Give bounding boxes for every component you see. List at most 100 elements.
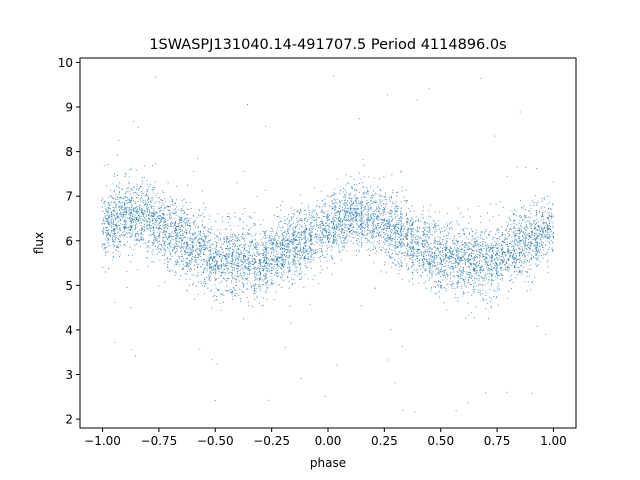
data-point	[429, 262, 431, 265]
data-point	[180, 275, 182, 277]
data-point	[147, 201, 149, 203]
data-point	[222, 248, 224, 250]
data-point	[536, 252, 538, 254]
data-point	[290, 269, 292, 271]
data-point	[415, 219, 417, 222]
data-point	[361, 225, 363, 227]
data-point	[223, 263, 225, 265]
data-point	[154, 76, 156, 78]
data-point	[371, 233, 373, 235]
data-point	[469, 277, 471, 279]
data-point	[348, 207, 350, 209]
data-point	[331, 220, 334, 222]
data-point	[315, 222, 317, 224]
data-point	[479, 283, 481, 285]
data-point	[252, 244, 255, 246]
data-point	[305, 255, 307, 257]
data-point	[172, 246, 174, 248]
data-point	[197, 258, 199, 260]
data-point	[135, 239, 137, 241]
data-point	[325, 234, 327, 236]
data-point	[383, 210, 385, 212]
data-point	[220, 260, 222, 262]
data-point	[512, 232, 514, 234]
data-point	[191, 241, 193, 243]
data-point	[223, 271, 225, 273]
data-point	[443, 275, 445, 277]
data-point	[241, 260, 243, 262]
data-point	[206, 270, 208, 272]
data-point	[262, 253, 264, 255]
data-point	[408, 245, 411, 247]
data-point	[279, 220, 281, 222]
data-point	[337, 246, 340, 248]
data-point	[412, 230, 414, 233]
data-point	[190, 253, 192, 255]
data-point	[256, 279, 258, 281]
data-point	[535, 254, 537, 256]
data-point	[227, 238, 229, 240]
data-point	[304, 236, 306, 238]
data-point	[457, 223, 459, 225]
data-point	[552, 222, 554, 224]
data-point	[299, 253, 301, 255]
data-point	[343, 196, 345, 198]
data-point	[374, 246, 376, 248]
data-point	[202, 235, 204, 237]
data-point	[464, 276, 467, 278]
data-point	[167, 209, 169, 211]
data-point	[140, 195, 142, 197]
data-point	[131, 201, 133, 203]
data-point	[176, 251, 178, 253]
data-point	[473, 244, 475, 246]
data-point	[132, 230, 134, 232]
data-point	[294, 274, 296, 276]
data-point	[414, 220, 416, 222]
data-point	[457, 256, 459, 258]
data-point	[369, 207, 371, 209]
data-point	[136, 206, 138, 208]
data-point	[534, 220, 536, 222]
data-point	[428, 254, 430, 257]
data-point	[280, 248, 282, 250]
data-point	[433, 286, 435, 288]
data-point	[495, 203, 497, 205]
data-point	[423, 261, 425, 263]
data-point	[297, 260, 299, 262]
data-point	[208, 228, 210, 230]
data-point	[192, 283, 194, 285]
data-point	[322, 205, 324, 208]
data-point	[255, 261, 257, 264]
data-point	[310, 256, 312, 258]
data-point	[387, 234, 389, 236]
data-point	[373, 233, 375, 235]
data-point	[145, 215, 147, 217]
data-point	[295, 254, 297, 256]
data-point	[414, 249, 416, 251]
data-point	[155, 238, 157, 240]
data-point	[169, 213, 171, 215]
data-point	[199, 244, 202, 246]
data-point	[236, 264, 238, 266]
data-point	[511, 279, 513, 281]
data-point	[361, 215, 363, 217]
data-point	[484, 261, 486, 263]
data-point	[292, 215, 294, 218]
data-point	[349, 219, 351, 221]
data-point	[231, 274, 233, 276]
data-point	[447, 232, 449, 234]
data-point	[316, 216, 318, 218]
data-point	[330, 245, 332, 247]
data-point	[300, 232, 302, 234]
data-point	[177, 209, 179, 211]
data-point	[264, 189, 266, 191]
data-point	[426, 233, 428, 235]
data-point	[212, 266, 215, 268]
data-point	[315, 241, 317, 243]
data-point	[286, 254, 288, 257]
data-point	[176, 238, 178, 240]
data-point	[134, 210, 137, 212]
data-point	[423, 240, 425, 243]
data-point	[471, 262, 473, 264]
data-point	[220, 254, 222, 256]
